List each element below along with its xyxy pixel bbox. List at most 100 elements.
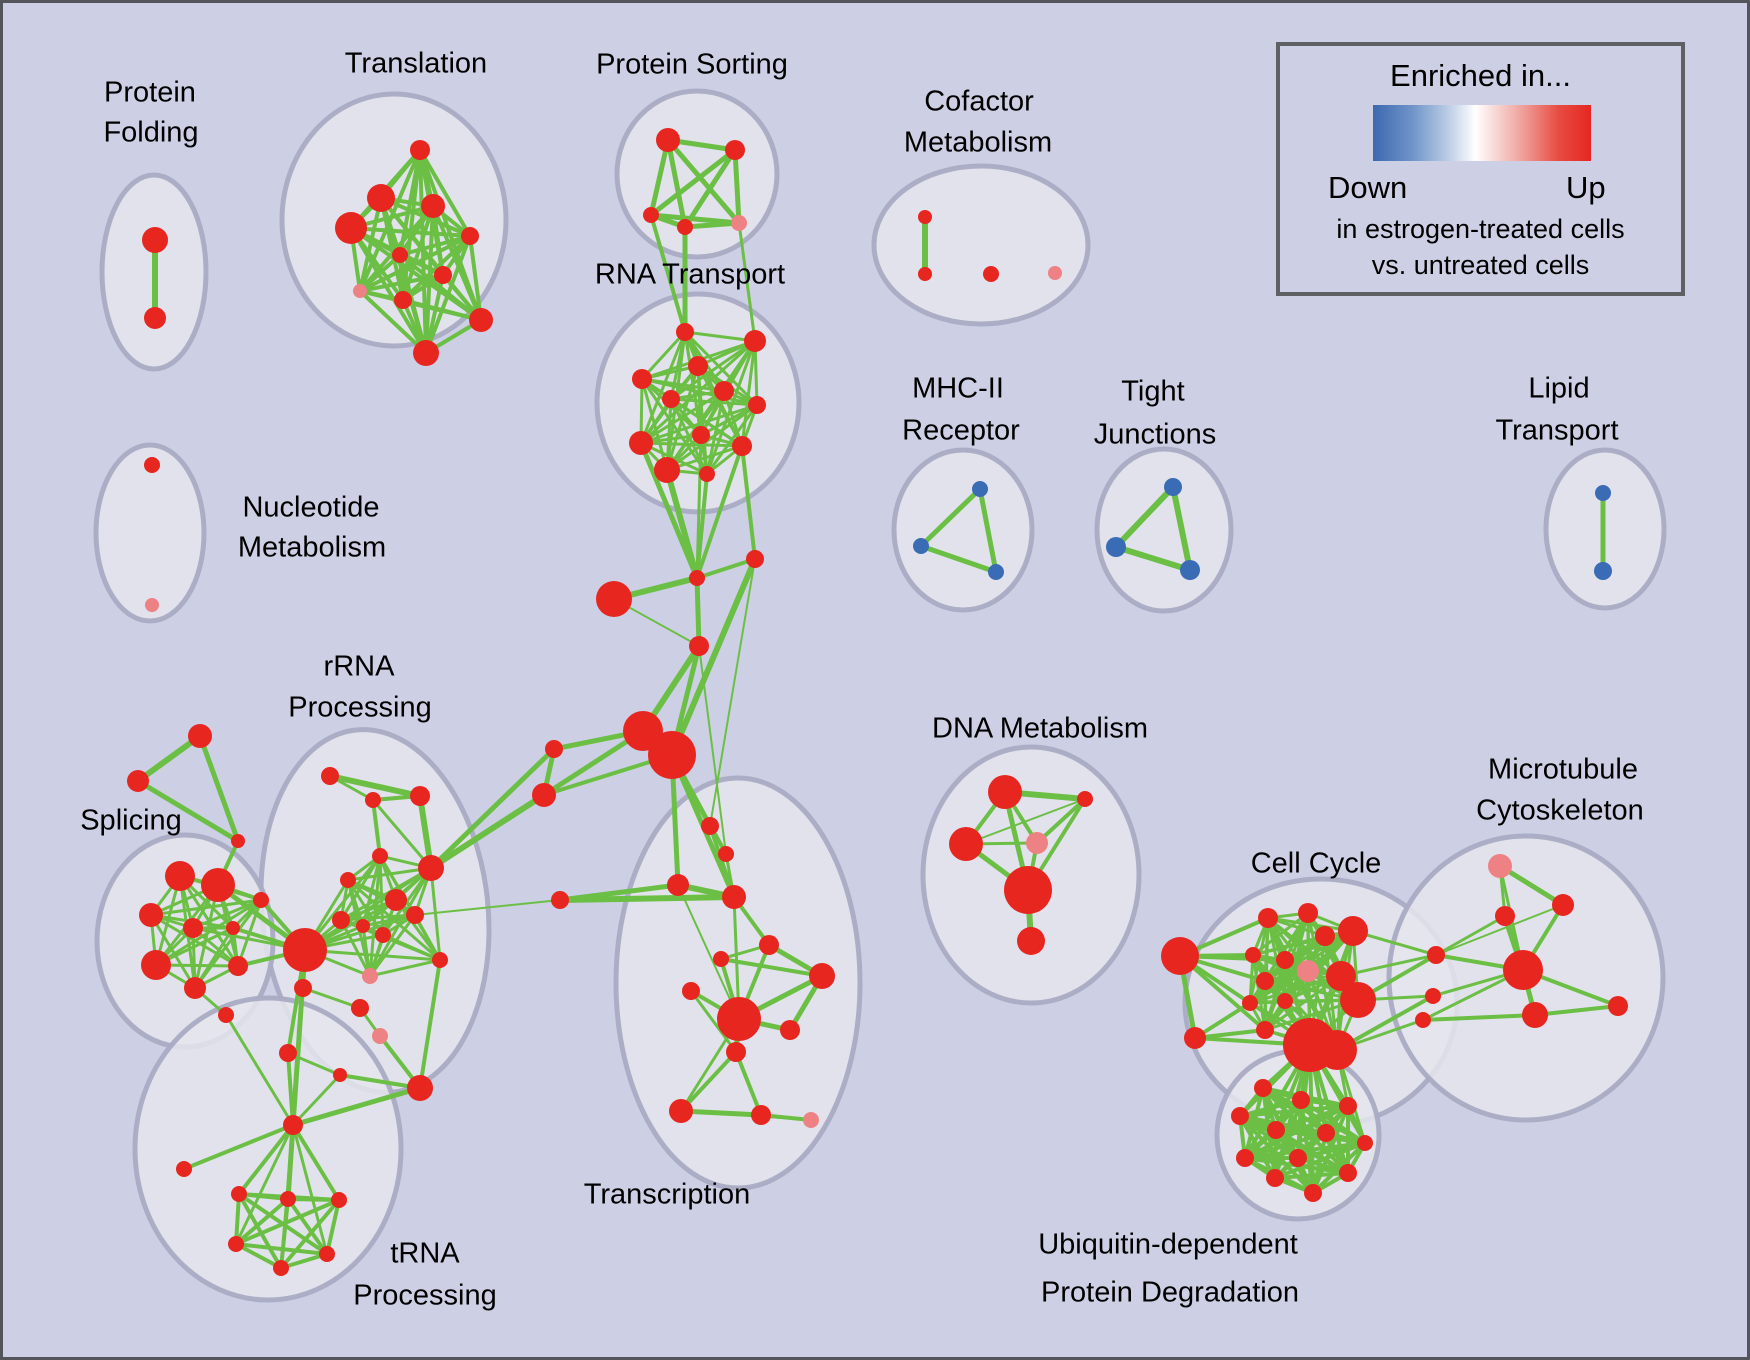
node-t11[interactable] [413,340,439,366]
node-s10[interactable] [218,1007,234,1023]
node-r2[interactable] [365,792,381,808]
network-edge[interactable] [732,147,742,226]
node-r13[interactable] [362,968,378,984]
node-mc3[interactable] [596,581,632,617]
node-u5[interactable] [1267,1121,1285,1139]
network-edge[interactable] [640,377,759,407]
node-cc1[interactable] [1258,908,1278,928]
network-edge[interactable] [1193,1028,1267,1040]
node-ps1[interactable] [656,128,680,152]
node-ps5[interactable] [731,215,747,231]
node-r14[interactable] [294,979,312,997]
network-edge[interactable] [428,792,547,871]
network-edge[interactable] [689,989,738,1054]
network-edge[interactable] [669,397,759,407]
network-edge[interactable] [740,339,757,448]
node-cf1[interactable] [918,210,932,224]
network-edge[interactable] [1113,484,1176,550]
network-edge[interactable] [327,773,423,799]
node-rt9[interactable] [629,431,653,455]
network-edge[interactable] [234,1192,241,1246]
network-edge[interactable] [639,403,759,445]
network-edge[interactable] [339,913,417,922]
node-r9[interactable] [356,919,370,933]
network-edge[interactable] [368,866,433,978]
network-edge[interactable] [149,913,197,990]
network-edge[interactable] [1421,1013,1537,1022]
node-cf2[interactable] [918,267,932,281]
network-edge[interactable] [349,226,428,355]
node-cc2[interactable] [1298,903,1318,923]
node-cchub2[interactable] [1317,1030,1357,1070]
node-lt1[interactable] [1595,485,1611,501]
network-edge[interactable] [1311,1141,1367,1195]
node-u12[interactable] [1304,1184,1322,1202]
network-edge[interactable] [1170,484,1193,573]
network-edge[interactable] [977,486,999,575]
node-lt2[interactable] [1594,562,1612,580]
network-edge[interactable] [418,148,472,238]
network-edge[interactable] [1248,969,1310,1005]
node-txhub[interactable] [717,997,761,1041]
node-mc1[interactable] [689,570,705,586]
node-rt12[interactable] [699,466,715,482]
node-rhub[interactable] [283,928,327,972]
node-s9[interactable] [253,892,269,908]
node-mc2[interactable] [746,550,764,568]
network-edge[interactable] [338,1073,422,1090]
network-edge[interactable] [234,1198,341,1246]
node-tj3[interactable] [1180,560,1200,580]
network-edge[interactable] [639,389,726,445]
network-edge[interactable] [1263,929,1355,983]
node-rt1[interactable] [676,323,694,341]
network-edge[interactable] [648,147,738,218]
network-edge[interactable] [639,441,709,476]
node-r5[interactable] [418,855,444,881]
network-edge[interactable] [398,234,472,257]
node-cc4[interactable] [1315,926,1335,946]
node-d6[interactable] [1017,927,1045,955]
node-s4[interactable] [183,918,203,938]
node-s7[interactable] [184,977,206,999]
node-s2[interactable] [201,868,235,902]
node-cc7[interactable] [1326,961,1356,991]
node-u9[interactable] [1289,1149,1307,1167]
network-edge[interactable] [1113,544,1193,573]
node-x3[interactable] [407,1075,433,1101]
node-nm1[interactable] [144,457,160,473]
node-rt3[interactable] [688,356,708,376]
node-tx9[interactable] [780,1020,800,1040]
network-edge[interactable] [234,1197,290,1246]
node-mc4[interactable] [689,636,709,656]
network-edge[interactable] [677,884,740,1020]
node-u7[interactable] [1357,1135,1373,1151]
network-edge[interactable] [193,898,263,990]
node-cc5[interactable] [1245,947,1261,963]
node-m2[interactable] [913,538,929,554]
node-mt5[interactable] [1425,988,1441,1004]
node-d4[interactable] [1026,832,1048,854]
node-x2[interactable] [333,1068,347,1082]
network-edge[interactable] [734,1050,763,1117]
node-d1[interactable] [988,775,1022,809]
node-tr2[interactable] [176,1161,192,1177]
node-tx0[interactable] [551,891,569,909]
network-edge[interactable] [429,866,442,962]
network-edge[interactable] [279,1252,329,1270]
network-edge[interactable] [286,1051,295,1127]
network-edge[interactable] [1435,904,1564,956]
node-u6[interactable] [1317,1124,1335,1142]
network-edge[interactable] [683,330,757,343]
node-rt5[interactable] [714,381,734,401]
network-edge[interactable] [695,444,744,580]
network-edge[interactable] [414,899,561,916]
node-rt4[interactable] [632,369,652,389]
node-t1[interactable] [410,140,430,160]
node-u11[interactable] [1339,1164,1357,1182]
network-edge[interactable] [918,543,999,575]
node-rt2[interactable] [744,330,766,352]
network-edge[interactable] [740,444,757,561]
network-edge[interactable] [237,1192,283,1270]
node-rt6[interactable] [662,390,680,408]
node-cc9[interactable] [1242,995,1258,1011]
